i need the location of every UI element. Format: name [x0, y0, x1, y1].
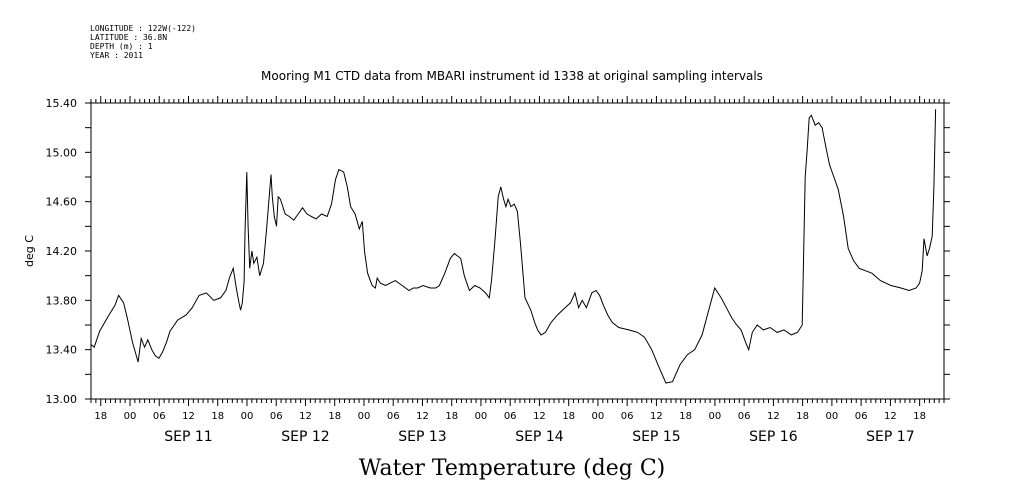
- x-hour-label: 00: [358, 411, 371, 422]
- meta-depth: DEPTH (m) : 1: [90, 42, 153, 51]
- x-day-label: SEP 17: [866, 429, 914, 445]
- chart-title: Mooring M1 CTD data from MBARI instrumen…: [261, 69, 763, 83]
- x-hour-label: 18: [211, 411, 224, 422]
- y-tick-label: 14.60: [46, 196, 78, 209]
- x-hour-label: 12: [767, 411, 780, 422]
- x-hour-label: 00: [709, 411, 722, 422]
- y-tick-label: 14.20: [46, 245, 78, 258]
- x-day-label: SEP 14: [515, 429, 564, 445]
- x-hour-label: 06: [504, 411, 517, 422]
- y-axis: 13.00 13.40 13.80 14.20 14.60 15.00 15.40: [46, 97, 950, 406]
- x-hour-label: 12: [182, 411, 195, 422]
- x-hour-label: 18: [796, 411, 809, 422]
- meta-longitude: LONGITUDE : 122W(-122): [90, 24, 196, 33]
- x-day-label: SEP 11: [164, 429, 212, 445]
- x-day-label: SEP 15: [632, 429, 680, 445]
- x-hour-label: 12: [533, 411, 546, 422]
- x-hour-label: 00: [241, 411, 254, 422]
- x-hour-label: 18: [679, 411, 692, 422]
- x-hour-label: 12: [650, 411, 663, 422]
- x-hour-label: 18: [913, 411, 926, 422]
- y-tick-label: 15.40: [46, 97, 78, 110]
- x-hour-label: 18: [445, 411, 458, 422]
- x-hour-label: 06: [855, 411, 868, 422]
- meta-block: LONGITUDE : 122W(-122) LATITUDE : 36.8N …: [90, 24, 196, 60]
- x-day-label: SEP 12: [281, 429, 329, 445]
- y-tick-label: 15.00: [46, 146, 78, 159]
- x-axis: 18 00 06 12 18 00 06 12 18 00 06 12 18 00 06 12 18 00 06 12…: [90, 96, 945, 445]
- x-hour-label: 12: [416, 411, 429, 422]
- y-tick-label: 13.00: [46, 393, 78, 406]
- x-hour-label: 00: [475, 411, 488, 422]
- x-day-label: SEP 13: [398, 429, 446, 445]
- x-hour-label: 06: [621, 411, 634, 422]
- x-hour-label: 06: [387, 411, 400, 422]
- x-hour-label: 06: [738, 411, 751, 422]
- y-tick-label: 13.40: [46, 344, 78, 357]
- y-axis-label: deg C: [23, 235, 36, 267]
- y-tick-label: 13.80: [46, 294, 78, 307]
- meta-latitude: LATITUDE : 36.8N: [90, 33, 167, 42]
- x-hour-label: 00: [592, 411, 605, 422]
- plot-frame: [90, 102, 945, 400]
- x-hour-label: 06: [153, 411, 166, 422]
- x-hour-label: 06: [270, 411, 283, 422]
- x-hour-label: 18: [328, 411, 341, 422]
- x-day-label: SEP 16: [749, 429, 798, 445]
- x-hour-label: 12: [299, 411, 312, 422]
- x-hour-label: 12: [884, 411, 897, 422]
- x-hour-label: 00: [124, 411, 137, 422]
- x-hour-label: 18: [94, 411, 107, 422]
- series-line: [90, 109, 937, 384]
- meta-year: YEAR : 2011: [90, 51, 143, 60]
- x-hour-label: 18: [562, 411, 575, 422]
- x-axis-label: Water Temperature (deg C): [359, 456, 666, 481]
- x-hour-label: 00: [826, 411, 839, 422]
